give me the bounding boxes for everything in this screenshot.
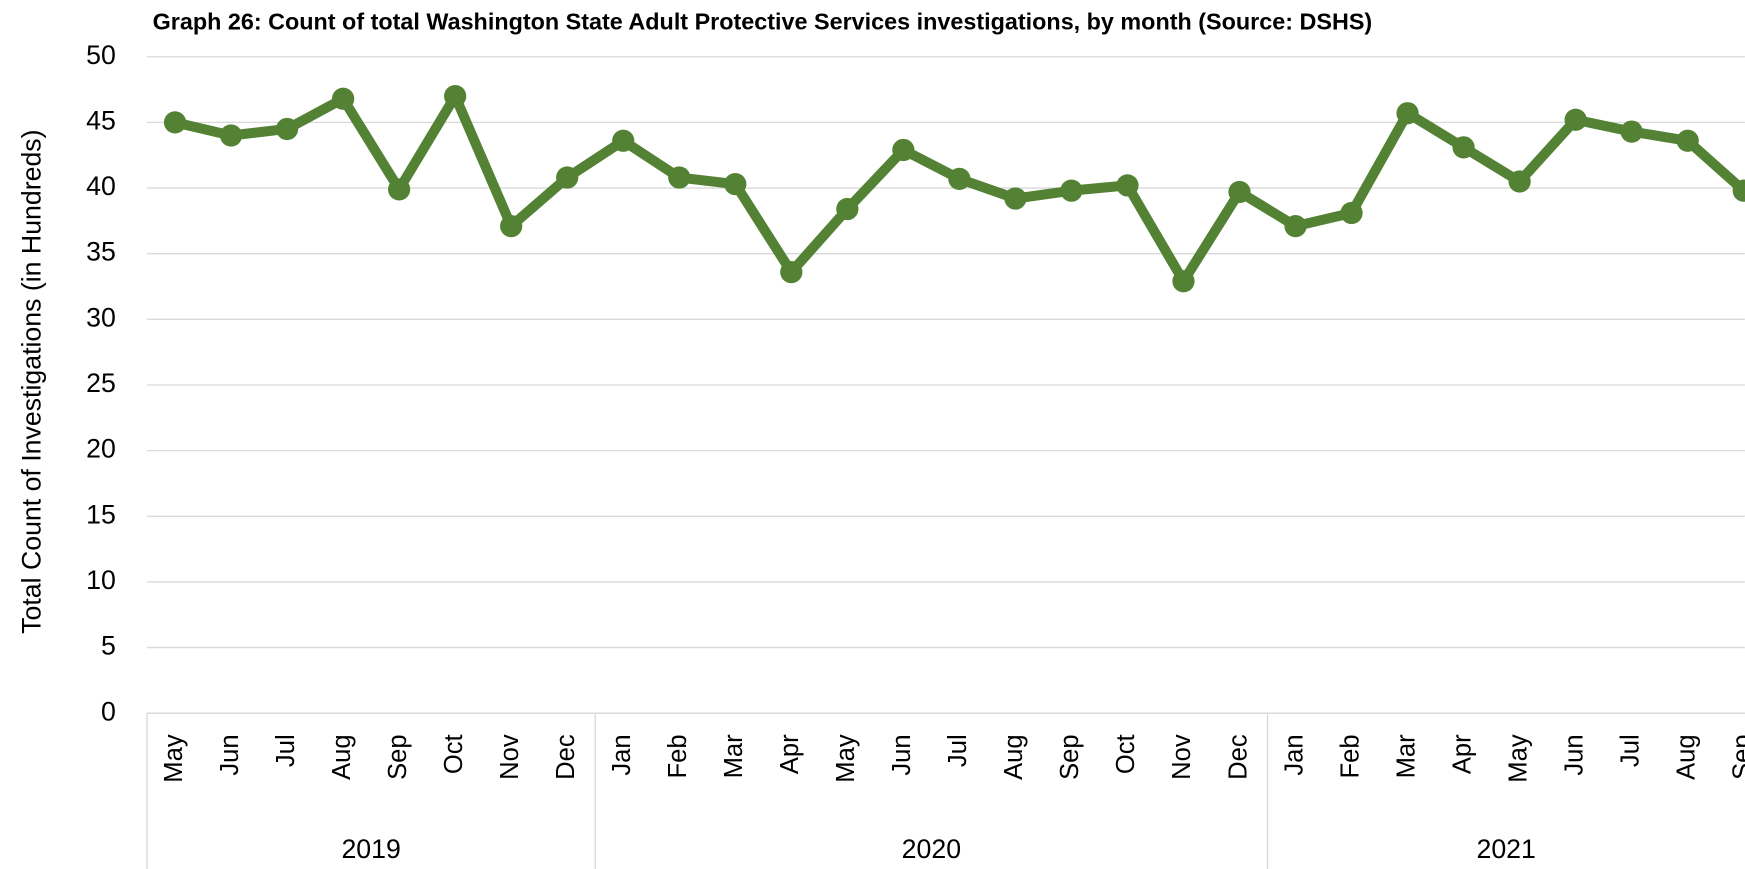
x-tick-label: Feb [664,734,692,778]
data-point [1564,108,1587,131]
x-tick-label: Jul [272,734,300,767]
y-tick-label: 0 [101,696,116,726]
data-point [1284,214,1307,238]
y-tick-label: 50 [86,40,116,70]
data-point [724,172,747,196]
x-tick-label: Jul [944,734,972,767]
data-point [1060,179,1083,202]
x-tick-label: Aug [1000,734,1028,780]
x-tick-label: Mar [1392,734,1420,779]
data-point [1732,179,1745,202]
data-point [1340,201,1363,225]
x-tick-label: Aug [328,734,356,780]
data-point [1004,187,1027,210]
x-tick-label: Oct [1112,734,1140,774]
data-point [388,178,411,201]
data-point [1508,170,1531,193]
data-point [163,111,187,134]
data-point [836,197,859,221]
data-point [556,166,579,189]
y-tick-label: 30 [86,302,116,332]
y-tick-label: 35 [86,237,116,267]
x-tick-label: Jun [888,734,916,775]
x-tick-label: May [160,734,188,783]
y-axis-label: Total Count of Investigations (in Hundre… [17,129,47,633]
x-group-label: 2019 [341,834,400,864]
x-tick-label: Dec [552,734,580,780]
x-group-label: 2021 [1476,834,1535,864]
data-point [1396,102,1419,125]
y-tick-label: 20 [86,434,116,464]
data-point [1452,136,1475,159]
y-tick-label: 25 [86,368,116,398]
x-tick-label: Jul [1616,734,1644,767]
x-group-label: 2020 [902,834,961,864]
x-tick-label: Apr [1448,734,1476,774]
x-tick-label: Oct [440,734,468,774]
x-tick-label: May [1504,734,1532,783]
y-tick-label: 40 [86,171,116,201]
data-point [948,167,971,190]
x-tick-label: Dec [1224,734,1252,780]
data-point [1620,120,1643,143]
data-point [1228,180,1251,204]
x-tick-label: Sep [1056,734,1084,780]
chart-title: Graph 26: Count of total Washington Stat… [153,9,1373,35]
data-point [1116,174,1139,197]
x-tick-label: May [832,734,860,783]
data-point [444,85,467,108]
data-point [331,87,355,110]
x-tick-label: Nov [496,734,524,780]
data-point [668,166,691,189]
x-tick-label: Sep [1728,734,1745,780]
x-tick-label: Jan [1280,734,1308,775]
x-tick-label: Nov [1168,734,1196,780]
x-tick-label: Sep [384,734,412,780]
x-tick-label: Mar [720,734,748,779]
data-point [500,214,523,238]
data-point [892,138,915,162]
x-tick-label: Jun [1560,734,1588,775]
data-point [1172,270,1195,293]
x-tick-label: Jan [608,734,636,775]
y-tick-label: 10 [86,565,116,595]
data-point [780,260,803,284]
data-point [275,117,299,141]
x-tick-label: Apr [776,734,804,774]
data-point [219,124,243,147]
x-tick-label: Feb [1336,734,1364,778]
y-tick-label: 5 [101,631,116,661]
data-point [612,129,635,152]
data-point [1676,129,1699,152]
y-tick-label: 45 [86,105,116,135]
x-tick-label: Aug [1672,734,1700,780]
x-tick-label: Jun [216,734,244,775]
y-tick-label: 15 [86,499,116,529]
